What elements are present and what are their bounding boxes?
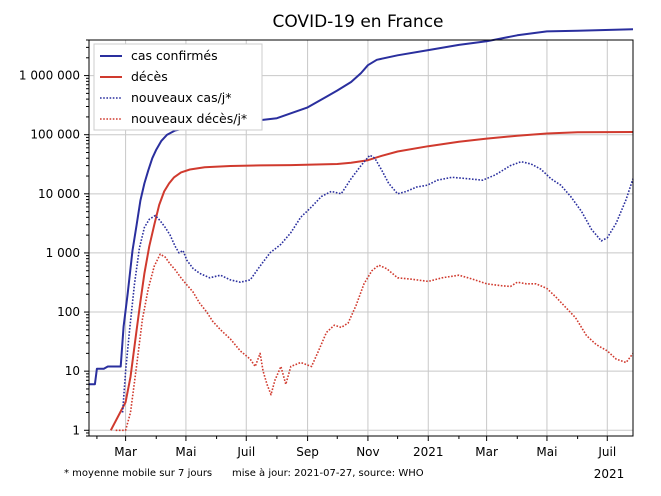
x-tick-label: Juil xyxy=(597,445,616,459)
x-tick-label: Mar xyxy=(475,445,498,459)
legend: cas confirmés décès nouveaux cas/j* nouveau… xyxy=(93,43,263,131)
legend-label: cas confirmés xyxy=(131,48,218,63)
x-tick-label: 2021 xyxy=(413,445,444,459)
y-axis: 1 10 100 1 000 10 000 100 000 1 000 000 xyxy=(19,39,89,437)
x-axis: Mar Mai Juil Sep Nov 2021 Mar Mai Juil xyxy=(96,436,616,459)
x-tick-label: Mai xyxy=(536,445,557,459)
y-tick-label: 10 000 xyxy=(38,187,80,201)
y-tick-label: 1 000 000 xyxy=(19,69,80,83)
y-tick-label: 1 xyxy=(72,423,80,437)
grid xyxy=(89,40,633,436)
legend-label: nouveaux décès/j* xyxy=(131,111,247,126)
y-tick-label: 100 xyxy=(57,305,80,319)
legend-label: nouveaux cas/j* xyxy=(131,90,232,105)
footnote: * moyenne mobile sur 7 jours xyxy=(64,468,212,479)
y-tick-label: 10 xyxy=(65,364,80,378)
x-corner-label: 2021 xyxy=(594,467,625,481)
x-tick-label: Juil xyxy=(236,445,255,459)
series-line-3 xyxy=(115,253,634,432)
legend-label: décès xyxy=(131,69,168,84)
y-tick-label: 100 000 xyxy=(30,128,80,142)
series-line-2 xyxy=(121,154,634,413)
x-tick-label: Mai xyxy=(175,445,196,459)
x-tick-label: Mar xyxy=(114,445,137,459)
update-note: mise à jour: 2021-07-27, source: WHO xyxy=(232,467,424,479)
chart-title: COVID-19 en France xyxy=(272,12,443,32)
y-tick-label: 1 000 xyxy=(46,246,80,260)
plot-frame xyxy=(88,39,634,437)
x-tick-label: Nov xyxy=(356,445,379,459)
series-line-1 xyxy=(109,131,634,431)
legend-box xyxy=(93,43,263,131)
x-tick-label: Sep xyxy=(296,445,319,459)
